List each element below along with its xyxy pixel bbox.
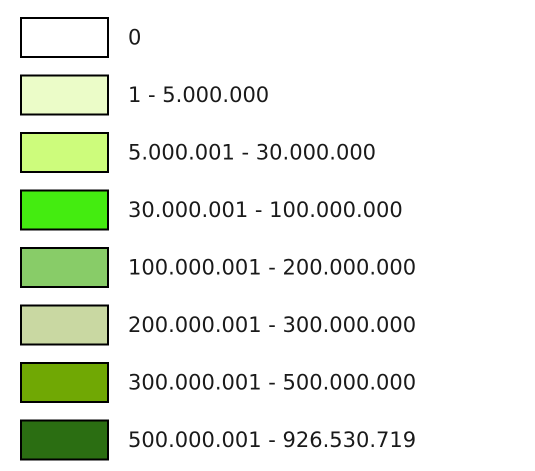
legend-swatch <box>20 247 109 288</box>
legend-label: 500.000.001 - 926.530.719 <box>128 428 416 452</box>
legend-swatch <box>20 304 109 346</box>
legend-swatch <box>20 362 109 403</box>
legend-label: 0 <box>128 26 141 50</box>
legend-label: 5.000.001 - 30.000.000 <box>128 141 376 165</box>
legend-swatch <box>20 132 109 173</box>
legend-swatch <box>20 74 109 116</box>
legend-label: 300.000.001 - 500.000.000 <box>128 371 416 395</box>
legend-label: 30.000.001 - 100.000.000 <box>128 198 403 222</box>
legend-swatch <box>20 419 109 461</box>
legend-label: 200.000.001 - 300.000.000 <box>128 313 416 337</box>
legend-label: 100.000.001 - 200.000.000 <box>128 256 416 280</box>
legend-swatch <box>20 17 109 58</box>
legend-swatch <box>20 189 109 231</box>
legend-label: 1 - 5.000.000 <box>128 83 269 107</box>
